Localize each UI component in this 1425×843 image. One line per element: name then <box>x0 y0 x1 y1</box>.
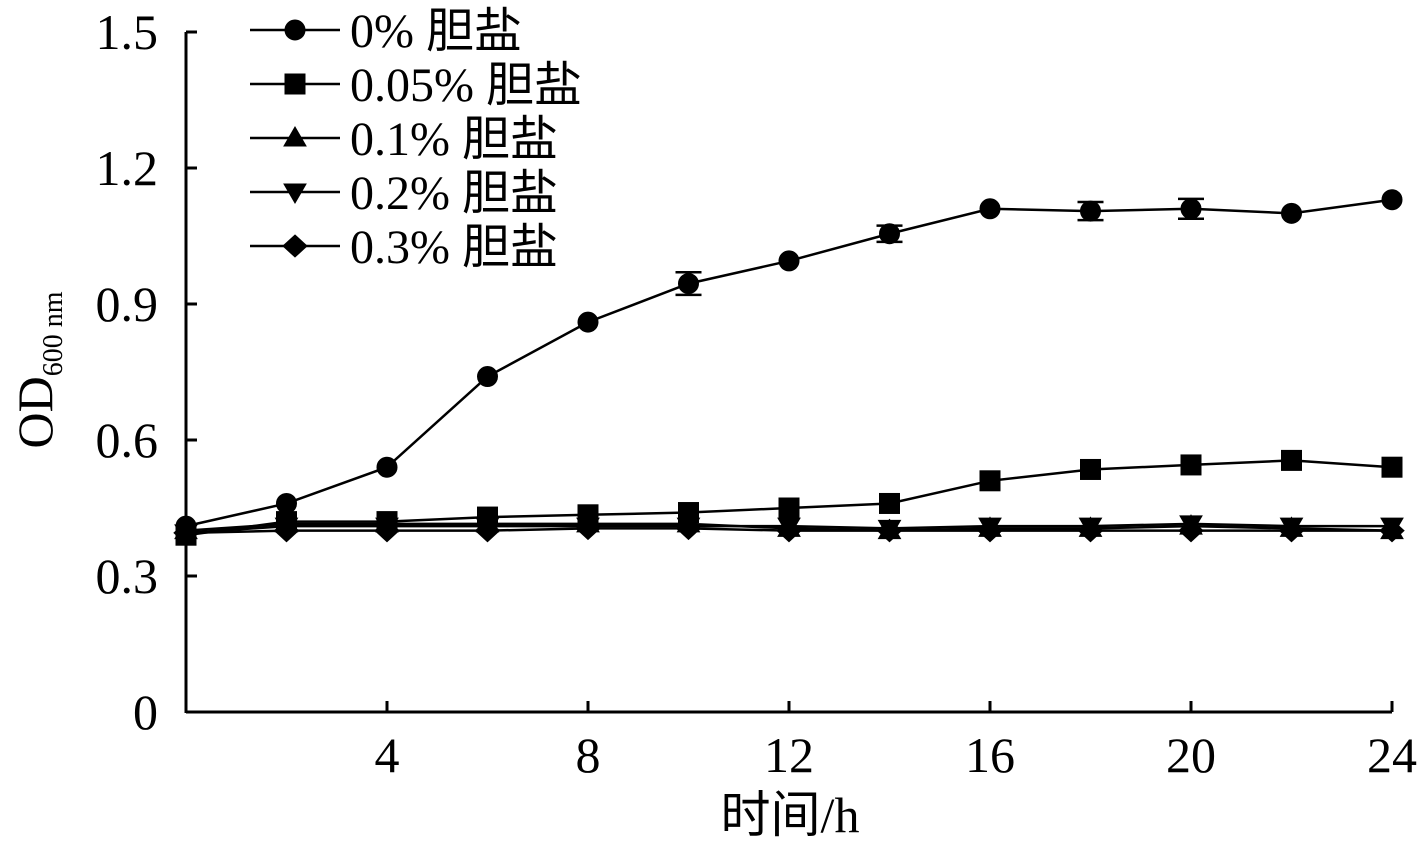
legend-entry: 0% 胆盐 <box>250 5 522 58</box>
data-point <box>1379 518 1405 543</box>
data-point <box>1180 454 1202 476</box>
x-tick-label: 16 <box>965 727 1015 783</box>
data-point <box>776 518 802 543</box>
y-tick-label: 0.9 <box>96 276 159 332</box>
legend-entry: 0.2% 胆盐 <box>250 167 558 220</box>
legend-marker <box>283 183 307 204</box>
data-point <box>1278 518 1305 543</box>
data-point <box>376 456 398 478</box>
series-circle <box>175 189 1403 537</box>
x-tick-label: 24 <box>1367 727 1417 783</box>
y-axis-label-sub: 600 nm <box>38 291 69 376</box>
x-tick-label: 12 <box>764 727 814 783</box>
data-point <box>979 198 1001 220</box>
legend-entry: 0.05% 胆盐 <box>250 59 582 112</box>
y-tick-label: 1.2 <box>96 140 159 196</box>
y-axis-label-main: OD <box>7 376 63 448</box>
data-point <box>879 223 900 245</box>
series-diamond <box>173 516 1405 545</box>
legend-marker <box>284 19 306 41</box>
data-point <box>778 497 800 519</box>
data-point <box>1080 458 1101 480</box>
series-layer <box>173 189 1405 546</box>
y-axis-label: OD600 nm <box>7 291 69 448</box>
data-point <box>979 470 1001 492</box>
data-point <box>778 250 800 272</box>
data-point <box>1281 449 1302 471</box>
data-point <box>1080 200 1101 222</box>
data-point <box>374 518 400 543</box>
data-point <box>1077 518 1104 543</box>
data-point <box>675 516 702 541</box>
legend-label: 0.3% 胆盐 <box>350 221 558 274</box>
legend: 0% 胆盐0.05% 胆盐0.1% 胆盐0.2% 胆盐0.3% 胆盐 <box>250 5 582 274</box>
y-tick-label: 1.5 <box>96 4 159 60</box>
data-point <box>879 492 900 514</box>
data-point <box>876 518 903 543</box>
data-point <box>276 492 297 514</box>
y-tick-label: 0.6 <box>96 412 159 468</box>
data-point <box>1281 202 1302 224</box>
data-point <box>477 366 498 388</box>
data-point <box>1180 198 1202 220</box>
legend-entry: 0.1% 胆盐 <box>250 113 558 166</box>
legend-entry: 0.3% 胆盐 <box>250 221 558 274</box>
x-axis-label: 时间/h <box>721 787 860 843</box>
legend-label: 0.2% 胆盐 <box>350 167 558 220</box>
x-tick-label: 8 <box>576 727 601 783</box>
data-point <box>575 516 601 541</box>
x-tick-label: 20 <box>1166 727 1216 783</box>
legend-marker <box>283 126 307 147</box>
legend-label: 0.1% 胆盐 <box>350 113 558 166</box>
data-point <box>1178 518 1204 543</box>
legend-label: 0.05% 胆盐 <box>350 59 582 112</box>
legend-label: 0% 胆盐 <box>350 5 522 58</box>
y-tick-label: 0 <box>133 684 158 740</box>
data-point <box>678 273 699 295</box>
data-point <box>1381 189 1403 211</box>
y-tick-label: 0.3 <box>96 548 159 604</box>
data-point <box>1381 456 1403 478</box>
x-tick-label: 4 <box>375 727 400 783</box>
data-point <box>474 518 501 543</box>
legend-marker <box>284 73 306 95</box>
legend-marker <box>282 234 308 258</box>
axes: 0 0.3 0.6 0.9 1.2 1.5 4 8 12 16 20 24 <box>96 4 1418 783</box>
data-point <box>273 518 300 543</box>
data-point <box>173 521 199 545</box>
data-point <box>577 311 599 333</box>
data-point <box>977 518 1003 543</box>
